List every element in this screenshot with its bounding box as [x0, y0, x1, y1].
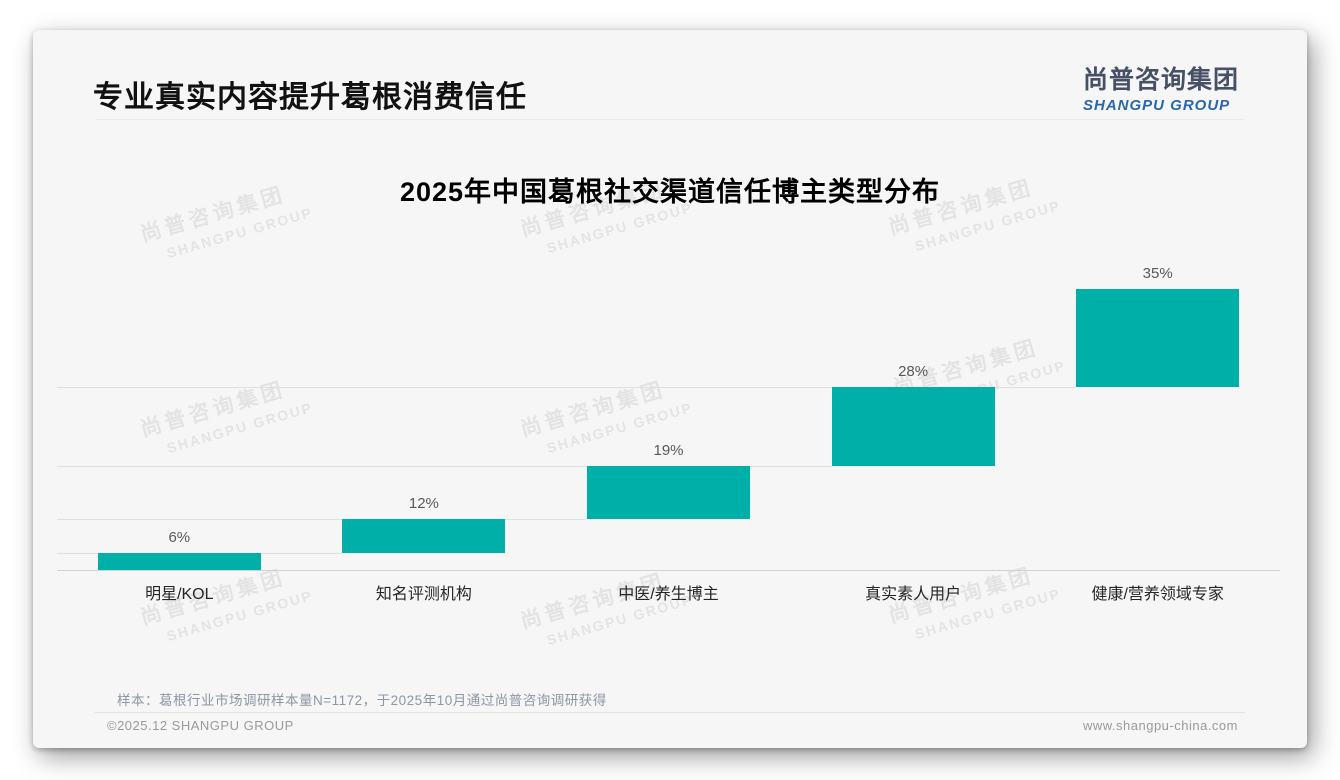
category-label: 中医/养生博主	[618, 586, 719, 603]
step-connector-line	[57, 519, 587, 521]
bar-value-label: 35%	[1142, 265, 1173, 282]
step-connector-line	[57, 387, 1077, 389]
category-label: 健康/营养领域专家	[1091, 586, 1224, 603]
category-label: 知名评测机构	[375, 586, 472, 603]
chart-title: 2025年中国葛根社交渠道信任博主类型分布	[399, 177, 941, 207]
copyright-text: ©2025.12 SHANGPU GROUP	[107, 718, 294, 733]
logo-chinese-text: 尚普咨询集团	[1083, 66, 1240, 94]
company-logo: 尚普咨询集团 SHANGPU GROUP	[1083, 60, 1239, 114]
category-label: 真实素人用户	[865, 586, 962, 603]
bar-value-label: 6%	[168, 529, 191, 547]
bar-value-label: 19%	[653, 442, 684, 460]
bar-value-label: 12%	[408, 495, 439, 513]
x-axis-line	[57, 570, 1280, 571]
bar-明星/KOL	[97, 553, 261, 570]
page-title: 专业真实内容提升葛根消费信任	[93, 81, 527, 114]
bar-知名评测机构	[342, 519, 506, 554]
title-divider	[95, 119, 1245, 120]
category-label: 明星/KOL	[145, 586, 214, 603]
report-slide: 尚普咨询集团 SHANGPU GROUP 尚普咨询集团 SHANGPU GROUP 尚普…	[33, 30, 1307, 748]
step-connector-line	[57, 466, 832, 468]
logo-english-text: SHANGPU GROUP	[1083, 97, 1231, 114]
bar-健康/营养领域专家	[1076, 289, 1240, 388]
bar-真实素人用户	[831, 387, 995, 467]
sample-footnote: 样本：葛根行业市场调研样本量N=1172，于2025年10月通过尚普咨询调研获得	[117, 693, 607, 708]
slide-content: 专业真实内容提升葛根消费信任 尚普咨询集团 SHANGPU GROUP 2025…	[33, 30, 1307, 748]
bar-value-label: 28%	[898, 363, 929, 381]
website-url: www.shangpu-china.com	[1082, 718, 1238, 733]
waterfall-chart: 6% 12% 19% 28% 35% 明星/KOL 知名评测机构 中医/养生博主 真实素人用户 健…	[33, 30, 1307, 748]
bar-中医/养生博主	[587, 466, 750, 520]
footer-divider	[95, 712, 1245, 713]
